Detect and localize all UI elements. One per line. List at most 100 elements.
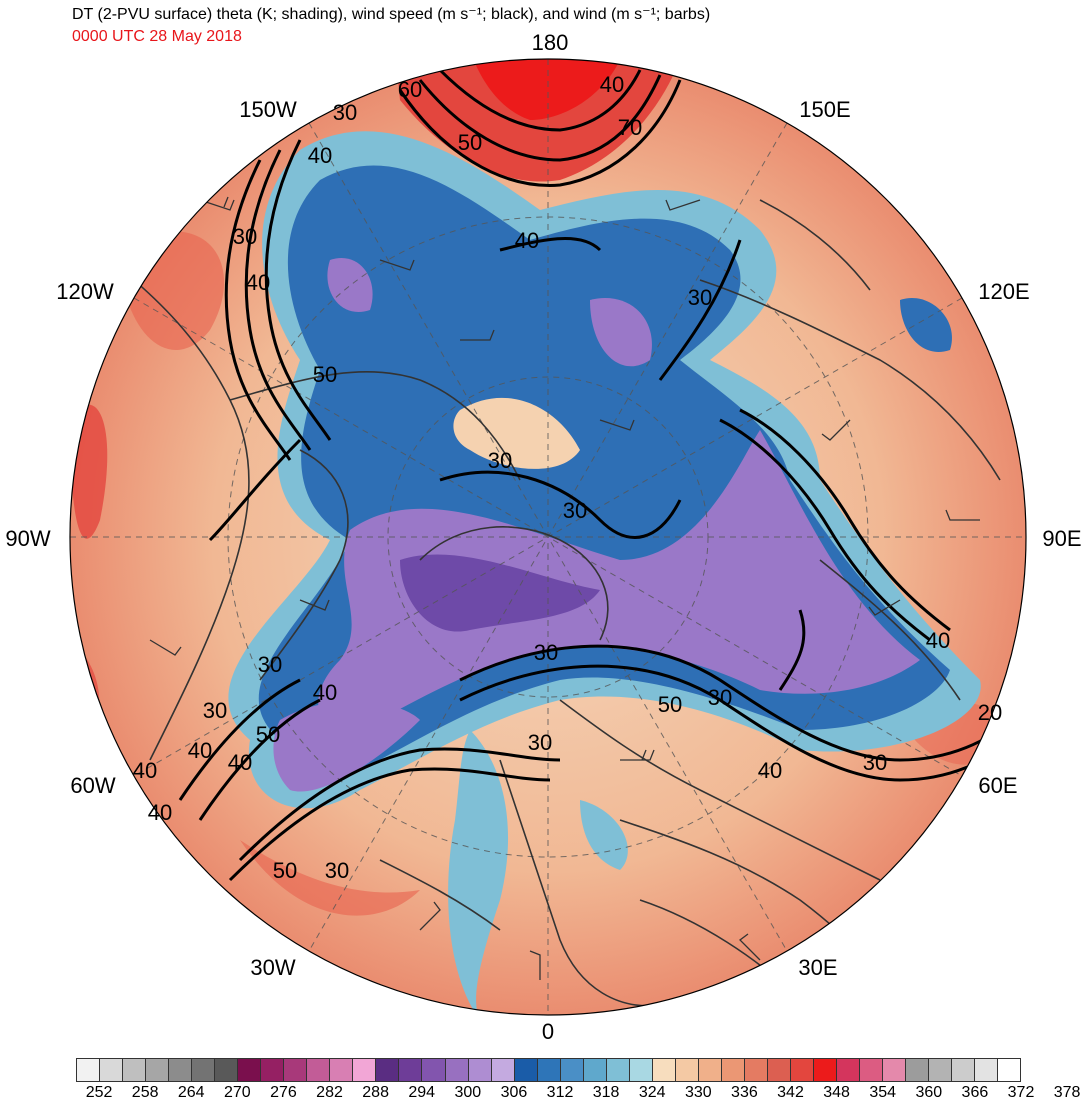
- lon-label-120e: 120E: [978, 279, 1030, 304]
- colorbar-tick-label: 336: [731, 1084, 758, 1101]
- contour-label: 50: [458, 130, 482, 155]
- colorbar-swatch: [307, 1059, 331, 1081]
- contour-label: 40: [758, 758, 782, 783]
- lon-label-90w: 90W: [5, 526, 51, 551]
- colorbar-swatch: [975, 1059, 999, 1081]
- colorbar-swatch: [629, 1059, 653, 1081]
- polar-map: 60 40 30 50 70 40 40 30 40 30 50 30 30 3…: [69, 58, 1027, 1016]
- lon-label-30w: 30W: [250, 955, 296, 980]
- colorbar-labels: 252 258 264 270 276 282 288 294 300 306 312 318 324 3…: [76, 1084, 1081, 1104]
- colorbar-swatch: [284, 1059, 308, 1081]
- colorbar-swatch: [100, 1059, 124, 1081]
- colorbar-tick-label: 324: [638, 1084, 666, 1101]
- lon-label-150w: 150W: [239, 97, 297, 122]
- contour-label: 60: [398, 77, 422, 102]
- purple-trough-main: [318, 430, 920, 732]
- contour-label: 50: [313, 362, 337, 387]
- contour-label: 30: [488, 448, 512, 473]
- contour-labels: 60 40 30 50 70 40 40 30 40 30 50 30 30 3…: [133, 72, 1002, 883]
- contour-label: 40: [308, 143, 332, 168]
- colorbar-swatch: [192, 1059, 216, 1081]
- colorbar-tick-label: 360: [915, 1084, 943, 1101]
- colorbar-swatch: [744, 1059, 768, 1081]
- colorbar-swatch: [123, 1059, 147, 1081]
- chart-title: DT (2-PVU surface) theta (K; shading), w…: [72, 6, 711, 23]
- wind-speed-contours: [178, 68, 1012, 882]
- colorbar-swatch: [721, 1059, 745, 1081]
- colorbar-tick-label: 258: [131, 1084, 159, 1101]
- wind-barbs: [149, 196, 980, 980]
- colorbar-tick-label: 294: [408, 1084, 436, 1101]
- colorbar-tick-label: 252: [85, 1084, 113, 1101]
- colorbar-swatch: [606, 1059, 630, 1081]
- colorbar-swatch: [261, 1059, 285, 1081]
- lon-label-180: 180: [531, 30, 569, 55]
- colorbar-swatch: [77, 1059, 101, 1081]
- contour-label: 40: [188, 738, 212, 763]
- coastlines: [109, 199, 1001, 1007]
- colorbar-swatch: [238, 1059, 262, 1081]
- colorbar-swatch: [906, 1059, 930, 1081]
- lon-label-30e: 30E: [798, 955, 838, 980]
- colorbar-swatch: [514, 1059, 538, 1081]
- colorbar-tick-label: 312: [546, 1084, 574, 1101]
- colorbar-tick-label: 300: [454, 1084, 482, 1101]
- contour-label: 70: [618, 115, 642, 140]
- contour-label: 40: [228, 750, 252, 775]
- colorbar-swatch: [952, 1059, 976, 1081]
- colorbar-swatch: [376, 1059, 400, 1081]
- blue-tongue-south: [448, 730, 509, 1015]
- lon-label-60e: 60E: [978, 773, 1018, 798]
- colorbar-swatch: [929, 1059, 953, 1081]
- colorbar-swatch: [215, 1059, 239, 1081]
- contour-label: 30: [203, 698, 227, 723]
- colorbar-swatch: [560, 1059, 584, 1081]
- lon-label-60w: 60W: [70, 773, 116, 798]
- colorbar-tick-label: 282: [316, 1084, 343, 1101]
- lon-label-0: 0: [541, 1019, 555, 1044]
- contour-label: 40: [600, 72, 624, 97]
- contour-label: 30: [563, 498, 587, 523]
- colorbar-swatch: [860, 1059, 884, 1081]
- colorbar-tick-label: 372: [1007, 1084, 1035, 1101]
- warm-patch-south: [240, 840, 420, 916]
- lon-label-120w: 120W: [56, 279, 114, 304]
- purple-trough-core: [400, 554, 600, 632]
- colorbar-swatch: [837, 1059, 861, 1081]
- colorbar-tick-label: 270: [223, 1084, 251, 1101]
- contour-label: 30: [688, 285, 712, 310]
- colorbar-swatch: [146, 1059, 170, 1081]
- colorbar-swatch: [652, 1059, 676, 1081]
- contour-label: 50: [256, 722, 280, 747]
- colorbar-swatch: [583, 1059, 607, 1081]
- map-border: [69, 58, 1027, 1016]
- colorbar-tick-label: 288: [362, 1084, 389, 1101]
- contour-label: 30: [863, 750, 887, 775]
- colorbar-tick-label: 276: [270, 1084, 297, 1101]
- lon-label-150e: 150E: [799, 97, 851, 122]
- colorbar-swatch: [491, 1059, 515, 1081]
- colorbar-swatch: [675, 1059, 699, 1081]
- colorbar-swatch: [468, 1059, 492, 1081]
- colorbar-swatch: [330, 1059, 354, 1081]
- lon-label-90e: 90E: [1042, 526, 1082, 551]
- map-fill: [70, 59, 1026, 1015]
- colorbar-swatch: [698, 1059, 722, 1081]
- colorbar-tick-label: 366: [961, 1084, 989, 1101]
- warm-ridge-core: [470, 59, 620, 120]
- contour-label: 30: [534, 640, 558, 665]
- colorbar: [76, 1058, 1021, 1082]
- contour-label: 30: [708, 685, 732, 710]
- purple-low-northwest: [327, 258, 373, 312]
- purple-low-atlantic: [273, 701, 420, 792]
- contour-label: 30: [233, 224, 257, 249]
- colorbar-tick-label: 348: [823, 1084, 850, 1101]
- blue-patch-europe: [580, 800, 628, 870]
- contour-label: 40: [246, 270, 270, 295]
- contour-label: 50: [658, 692, 682, 717]
- valid-time: 0000 UTC 28 May 2018: [72, 28, 242, 45]
- colorbar-swatch: [998, 1059, 1021, 1081]
- colorbar-tick-label: 264: [177, 1084, 205, 1101]
- colorbar-swatch: [422, 1059, 446, 1081]
- colorbar-tick-label: 342: [777, 1084, 804, 1101]
